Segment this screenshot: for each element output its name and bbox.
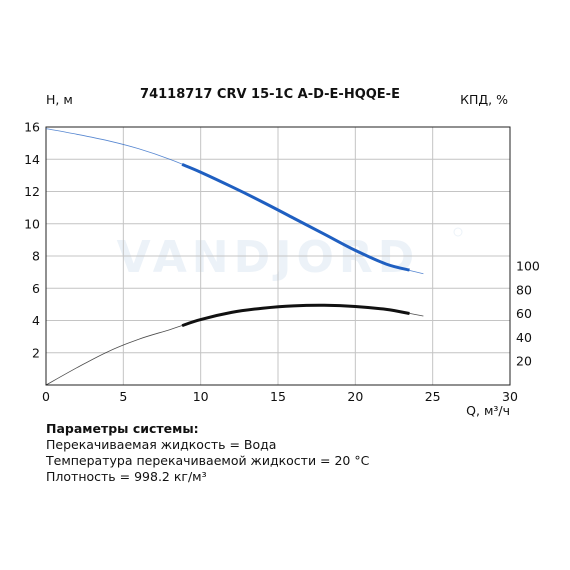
parameter-line-temperature: Температура перекачиваемой жидкости = 20…	[46, 453, 370, 468]
y2-tick-label: 60	[516, 306, 532, 321]
x-tick-label: 0	[42, 389, 50, 404]
chart-grid	[46, 127, 510, 385]
y2-tick-label: 100	[516, 259, 540, 274]
y-tick-label: 2	[32, 345, 40, 360]
x-tick-label: 25	[425, 389, 441, 404]
x-tick-label: 10	[193, 389, 209, 404]
y-tick-label: 10	[24, 216, 40, 231]
y-tick-label: 12	[24, 184, 40, 199]
system-parameters-title: Параметры системы:	[46, 421, 199, 436]
x-tick-label: 15	[270, 389, 286, 404]
y-axis-label: H, м	[46, 92, 73, 107]
y2-tick-label: 80	[516, 282, 532, 297]
x-tick-label: 5	[119, 389, 127, 404]
head-curve-operating	[181, 163, 410, 272]
plot-frame	[45, 126, 511, 386]
chart-title: 74118717 CRV 15-1C A-D-E-HQQE-E	[140, 87, 400, 102]
registered-mark-icon	[453, 227, 463, 237]
chart-curves	[45, 128, 424, 386]
efficiency-curve-full	[45, 304, 424, 386]
y2-tick-label: 40	[516, 330, 532, 345]
tick-labels: 0 5 10 15 20 25 30 2 4 6 8 10 12 14 16 20 40 60 80 100	[24, 120, 540, 405]
y2-axis-label: КПД, %	[460, 92, 508, 107]
parameter-line-fluid: Перекачиваемая жидкость = Вода	[46, 437, 277, 452]
efficiency-curve-operating	[181, 303, 410, 328]
x-axis-label: Q, м³/ч	[466, 403, 510, 418]
y-tick-label: 6	[32, 281, 40, 296]
y-tick-label: 4	[32, 313, 40, 328]
y-tick-label: 8	[32, 249, 40, 264]
y2-tick-label: 20	[516, 354, 532, 369]
system-parameters: Параметры системы: Перекачиваемая жидкос…	[46, 421, 369, 485]
x-tick-label: 30	[502, 389, 518, 404]
chart-axes	[45, 126, 511, 386]
y-tick-label: 16	[24, 120, 40, 135]
watermark-text: VANDJORD	[117, 232, 420, 283]
x-tick-label: 20	[347, 389, 363, 404]
parameter-line-density: Плотность = 998.2 кг/м³	[46, 469, 207, 484]
y-tick-label: 14	[24, 152, 40, 167]
watermark-logo: VANDJORD	[117, 227, 463, 283]
